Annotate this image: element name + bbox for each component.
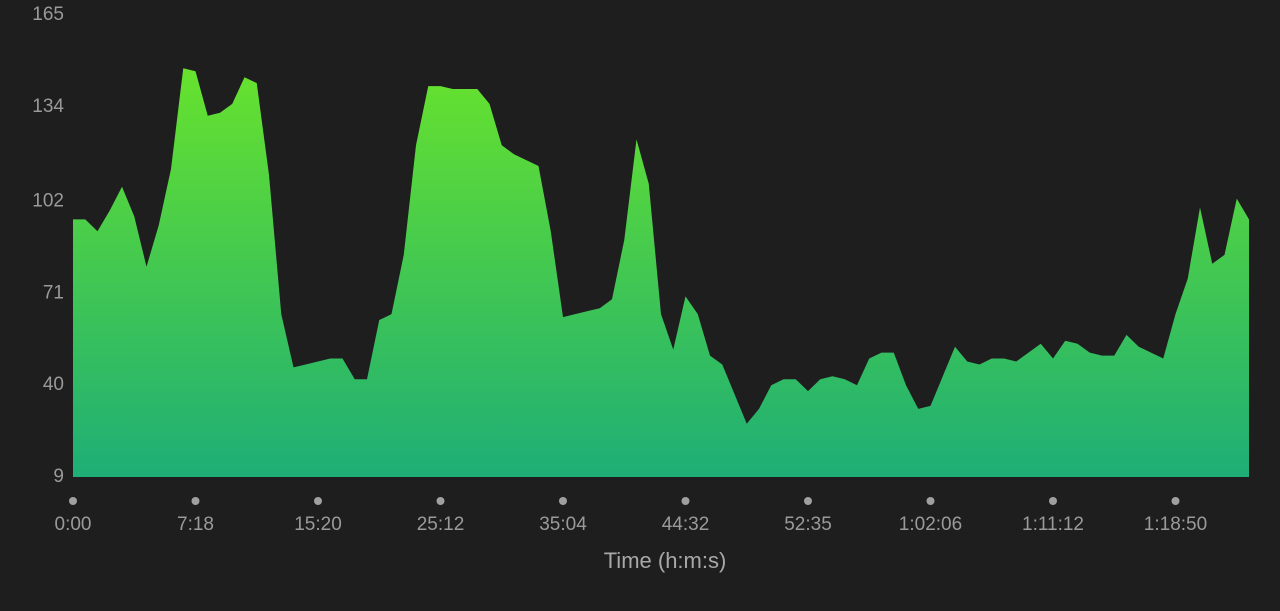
- x-tick-label: 52:35: [784, 514, 832, 535]
- x-tick-label: 1:11:12: [1022, 514, 1084, 535]
- x-tick-label: 35:04: [539, 514, 587, 535]
- area: [73, 68, 1249, 478]
- x-tick-dot: [681, 497, 690, 505]
- x-tick-dot: [191, 497, 200, 505]
- y-tick-label: 134: [32, 96, 64, 117]
- x-tick-label: 7:18: [177, 514, 214, 535]
- x-tick-dot: [926, 497, 935, 505]
- x-tick-label: 25:12: [417, 514, 465, 535]
- y-tick-label: 165: [32, 4, 64, 25]
- x-tick-label: 0:00: [55, 514, 92, 535]
- y-tick-label: 102: [32, 191, 64, 212]
- x-tick-label: 44:32: [662, 514, 710, 535]
- x-tick-dot: [436, 497, 445, 505]
- x-tick-dot: [1171, 497, 1180, 505]
- x-tick-dot: [314, 497, 322, 505]
- y-tick-label: 40: [43, 374, 64, 395]
- x-tick-label: 1:18:50: [1144, 514, 1207, 535]
- x-tick-label: 1:02:06: [899, 514, 962, 535]
- y-tick-label: 71: [43, 282, 64, 303]
- x-tick-dot: [1049, 497, 1057, 505]
- x-tick-label: 15:20: [294, 514, 342, 535]
- x-tick-dot: [559, 497, 567, 505]
- x-axis-title: Time (h:m:s): [604, 548, 727, 573]
- x-tick-dot: [804, 497, 812, 505]
- x-tick-dot: [69, 497, 77, 505]
- y-tick-label: 9: [53, 466, 64, 487]
